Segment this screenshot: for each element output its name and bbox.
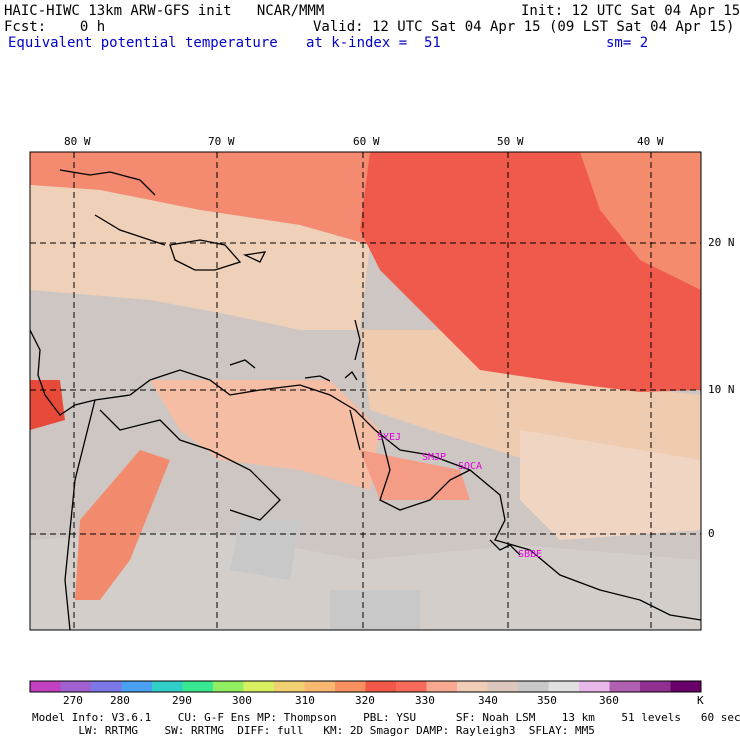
colorbar-swatch: [121, 681, 153, 692]
colorbar-swatch: [243, 681, 275, 692]
lon-label: 60 W: [353, 135, 380, 148]
colorbar-swatch: [30, 681, 61, 692]
colorbar-swatch: [91, 681, 122, 692]
colorbar-border: [29, 680, 702, 693]
colorbar-swatch: [365, 681, 397, 692]
smoothing: sm= 2: [606, 35, 649, 51]
graticule: [30, 152, 701, 630]
colorbar-swatch: [640, 681, 671, 692]
model-info-line1: Model Info: V3.6.1 CU: G-F Ens MP: Thomp…: [32, 711, 740, 724]
colorbar-swatch: [274, 681, 305, 692]
colorbar-tick: 320: [355, 694, 375, 707]
lon-label: 70 W: [208, 135, 235, 148]
lon-label: 40 W: [637, 135, 664, 148]
colorbar-tick: 270: [63, 694, 83, 707]
colorbar-tick: 300: [232, 694, 252, 707]
map-frame: [29, 151, 702, 631]
lat-label: 10 N: [708, 383, 735, 396]
colorbar-swatch: [182, 681, 214, 692]
colorbar-swatch: [396, 681, 427, 692]
colorbar-swatch: [609, 681, 641, 692]
colorbar-swatch: [60, 681, 92, 692]
colorbar-tick: 290: [172, 694, 192, 707]
model-info-line2: LW: RRTMG SW: RRTMG DIFF: full KM: 2D Sm…: [32, 724, 595, 737]
station-labels: SYEJ SMJP SOCA SBBE: [377, 432, 542, 560]
colorbar-tick: 280: [110, 694, 130, 707]
colorbar-tick: 360: [599, 694, 619, 707]
colorbar-unit: K: [697, 694, 704, 707]
field-name: Equivalent potential temperature: [8, 35, 278, 51]
lon-label: 80 W: [64, 135, 91, 148]
colorbar-swatch: [457, 681, 488, 692]
colorbar-swatch: [426, 681, 458, 692]
colorbar-tick: 350: [537, 694, 557, 707]
colorbar-swatch: [304, 681, 336, 692]
colorbar-swatch: [670, 681, 702, 692]
lon-label: 50 W: [497, 135, 524, 148]
init-time: Init: 12 UTC Sat 04 Apr 15: [521, 3, 740, 19]
colorbar-tick: 330: [415, 694, 435, 707]
station-soca: SOCA: [458, 461, 482, 472]
level-index: at k-index = 51: [306, 35, 441, 51]
colorbar-swatch: [213, 681, 244, 692]
colorbar-swatch: [487, 681, 519, 692]
colorbar-swatch: [548, 681, 580, 692]
valid-time: Valid: 12 UTC Sat 04 Apr 15 (09 LST Sat …: [313, 19, 735, 35]
colorbar-tick: 310: [295, 694, 315, 707]
station-sbbe: SBBE: [518, 549, 542, 560]
station-syej: SYEJ: [377, 432, 401, 443]
station-smjp: SMJP: [422, 452, 446, 463]
model-title: HAIC-HIWC 13km ARW-GFS init NCAR/MMM: [4, 3, 325, 19]
lat-label: 20 N: [708, 236, 735, 249]
map-field: [30, 152, 701, 630]
coastlines: [29, 169, 702, 631]
colorbar: [29, 680, 702, 693]
colorbar-swatch: [579, 681, 610, 692]
colorbar-tick: 340: [478, 694, 498, 707]
colorbar-swatch: [335, 681, 366, 692]
lat-label: 0: [708, 527, 715, 540]
colorbar-swatch: [518, 681, 549, 692]
colorbar-swatch: [152, 681, 183, 692]
forecast-hour: Fcst: 0 h: [4, 19, 106, 35]
